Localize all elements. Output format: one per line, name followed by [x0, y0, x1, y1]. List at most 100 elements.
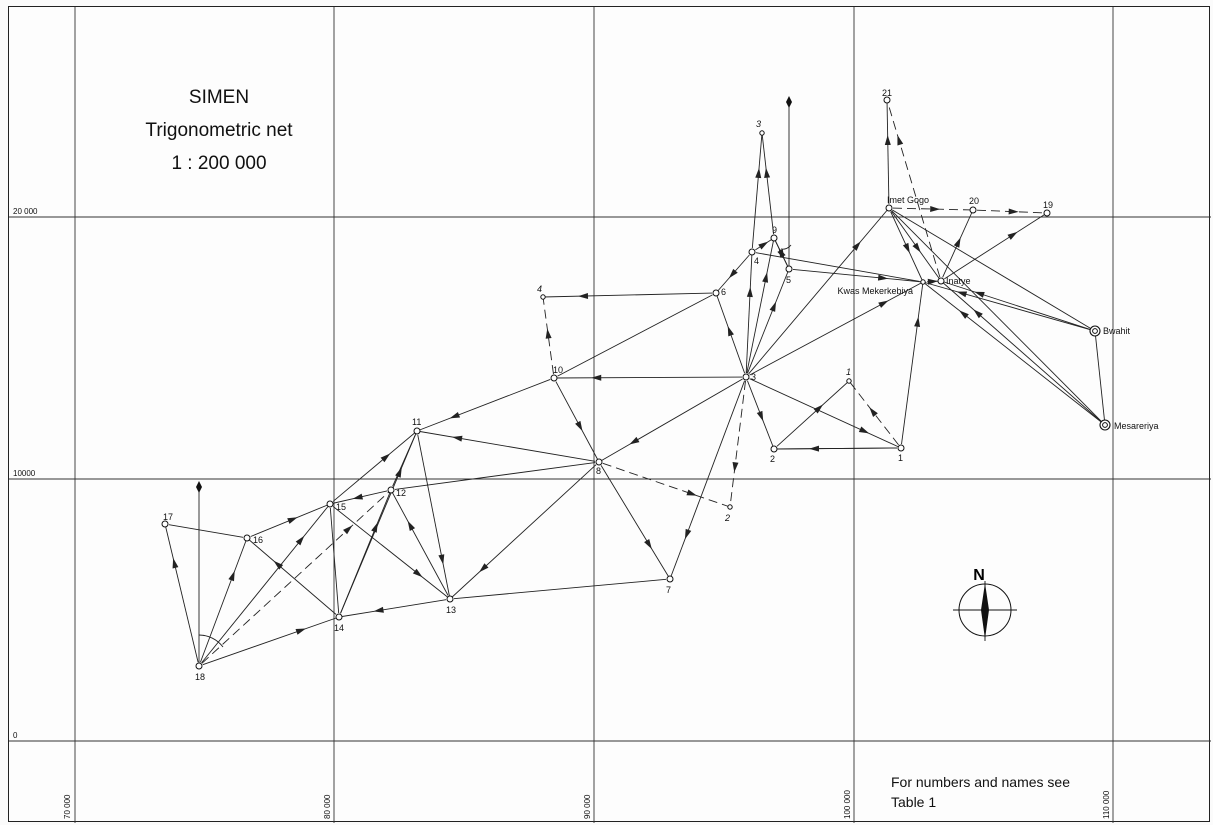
station-label-s19: 19	[1043, 200, 1053, 210]
station-marker	[666, 575, 674, 583]
station-s12: 12	[387, 486, 406, 498]
station-marker	[326, 500, 334, 508]
station-marker	[920, 279, 926, 285]
map-title-line2: Trigonometric net	[145, 120, 293, 141]
station-label-s2: 2	[770, 454, 775, 464]
station-label-p1: 1	[846, 367, 851, 377]
arrow-head-s1-p1	[869, 407, 878, 417]
arrow-head-s16-s15	[287, 517, 298, 524]
station-s4: 4	[748, 248, 759, 266]
map-title: SIMEN Trigonometric net 1 : 200 000	[109, 81, 329, 180]
arrow-head-s20-s19	[1008, 208, 1019, 215]
station-s17: 17	[161, 512, 173, 528]
grid-label-y20000: 20 000	[13, 207, 38, 216]
arrow-head-inatye-s19	[1007, 231, 1018, 240]
survey-line-inatye-s21	[886, 99, 941, 278]
reference-note: For numbers and names see Table 1	[891, 772, 1070, 812]
station-marker	[883, 96, 891, 104]
survey-line-s2-p1	[776, 380, 850, 447]
station-label-s12: 12	[396, 488, 406, 498]
station-marker	[937, 277, 945, 285]
station-label-mesareriya: Mesareriya	[1114, 421, 1159, 431]
grid-label-x110000: 110 000	[1102, 790, 1111, 819]
survey-line-s3-s7	[669, 380, 746, 580]
station-label-s8: 8	[596, 466, 601, 476]
station-s15: 15	[326, 500, 346, 512]
arrow-head-s3-kwas	[878, 300, 889, 308]
survey-line-bwahit-kwas	[922, 281, 1092, 331]
arrow-head-inatye-s21	[897, 135, 904, 146]
survey-line-bwahit-inatye	[940, 280, 1092, 331]
grid	[9, 7, 1211, 823]
station-s18: 18	[195, 662, 205, 682]
survey-line-s14-s16	[246, 537, 337, 615]
survey-line-s3-s5	[747, 268, 790, 374]
station-s20: 20	[969, 196, 979, 214]
station-label-s6: 6	[721, 287, 726, 297]
station-marker	[712, 289, 720, 297]
arrow-head-imet-s20	[930, 205, 941, 212]
station-label-s10: 10	[553, 365, 563, 375]
arrow-head-s1-s2	[808, 445, 820, 452]
survey-line-s1-s2	[773, 447, 898, 450]
arrow-head-s2-p1	[813, 404, 824, 414]
station-marker	[446, 595, 454, 603]
station-label-s1: 1	[898, 453, 903, 463]
survey-line-imet-s21	[886, 99, 890, 205]
arrow-head-imet-inatye	[912, 242, 921, 253]
north-arrow-needle	[981, 583, 989, 639]
station-s1: 1	[897, 444, 905, 463]
survey-line-s8-s11	[416, 430, 596, 462]
survey-line-s13-s12	[390, 489, 449, 596]
arrow-head-s10-s8	[575, 420, 583, 432]
azimuth-star-5	[786, 96, 792, 108]
station-marker	[969, 206, 977, 214]
station-marker	[540, 294, 546, 300]
station-label-p4: 4	[537, 284, 542, 294]
station-marker-inner	[1092, 328, 1098, 334]
station-label-inatye: Inatye	[946, 276, 971, 286]
station-marker	[770, 445, 778, 453]
station-label-p2: 2	[724, 513, 730, 523]
station-s9: 9	[770, 225, 778, 242]
arrow-head-s14-s12	[371, 522, 378, 533]
arrow-head-s4-s6	[728, 268, 738, 279]
survey-line-s11-s12	[392, 434, 416, 487]
arrow-head-s3-s6	[727, 325, 734, 337]
survey-line-s10-p4	[542, 296, 554, 375]
station-label-s3: 3	[751, 372, 756, 382]
arrow-head-bwahit-inatye	[974, 291, 985, 298]
station-marker	[885, 204, 893, 212]
arrow-head-s6-p4	[577, 292, 589, 299]
station-marker	[413, 427, 421, 435]
arrow-head-s18-s14	[295, 628, 306, 635]
map-frame: 20 000 10000 0 70 000 80 000 90 000 100 …	[8, 6, 1211, 823]
arrow-head-kwas-inatye	[927, 278, 938, 285]
station-s2: 2	[770, 445, 778, 464]
survey-line-imet-mesareriya	[891, 210, 1103, 423]
arrow-head-s4-p3	[755, 167, 762, 179]
station-label-s21: 21	[882, 88, 892, 98]
survey-line-s3-p2	[729, 380, 746, 508]
station-marker	[727, 504, 733, 510]
arrow-head-s11-s13	[438, 554, 445, 565]
station-marker	[195, 662, 203, 670]
arrow-head-s3-s4	[746, 286, 753, 298]
survey-line-s18-s16	[199, 537, 248, 663]
station-s19: 19	[1043, 200, 1053, 217]
map-title-scale: 1 : 200 000	[171, 153, 267, 174]
station-label-p3: 3	[756, 119, 761, 129]
survey-line-s3-s4	[745, 251, 753, 374]
arrow-head-s3-s8	[629, 436, 640, 445]
survey-line-s15-s14	[329, 507, 340, 614]
arrow-head-s5-kwas	[877, 274, 889, 281]
survey-line-s14-s11	[340, 430, 418, 614]
arrow-head-s18-s15	[295, 535, 305, 546]
survey-line-s4-p3	[751, 132, 763, 249]
survey-line-s4-kwas	[755, 252, 920, 282]
station-label-s17: 17	[163, 512, 173, 522]
station-bwahit: Bwahit	[1089, 325, 1131, 337]
station-label-s5: 5	[786, 275, 791, 285]
survey-line-s5-kwas	[792, 268, 924, 283]
station-marker	[550, 374, 558, 382]
